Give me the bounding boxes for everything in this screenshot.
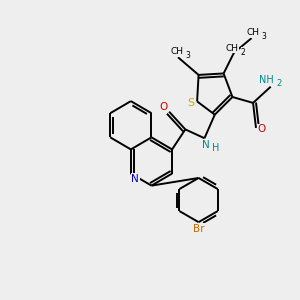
Text: 3: 3 <box>185 51 190 60</box>
Text: O: O <box>257 124 266 134</box>
Text: Br: Br <box>193 224 204 234</box>
Text: 2: 2 <box>241 48 246 57</box>
Text: CH: CH <box>225 44 238 53</box>
Text: 3: 3 <box>262 32 267 41</box>
Text: H: H <box>212 142 219 153</box>
Text: O: O <box>160 102 168 112</box>
Text: S: S <box>187 98 194 108</box>
Text: CH: CH <box>247 28 260 37</box>
Text: 2: 2 <box>276 79 282 88</box>
Text: NH: NH <box>259 75 274 85</box>
Text: CH: CH <box>170 47 183 56</box>
Text: N: N <box>202 140 210 150</box>
Text: N: N <box>131 174 139 184</box>
